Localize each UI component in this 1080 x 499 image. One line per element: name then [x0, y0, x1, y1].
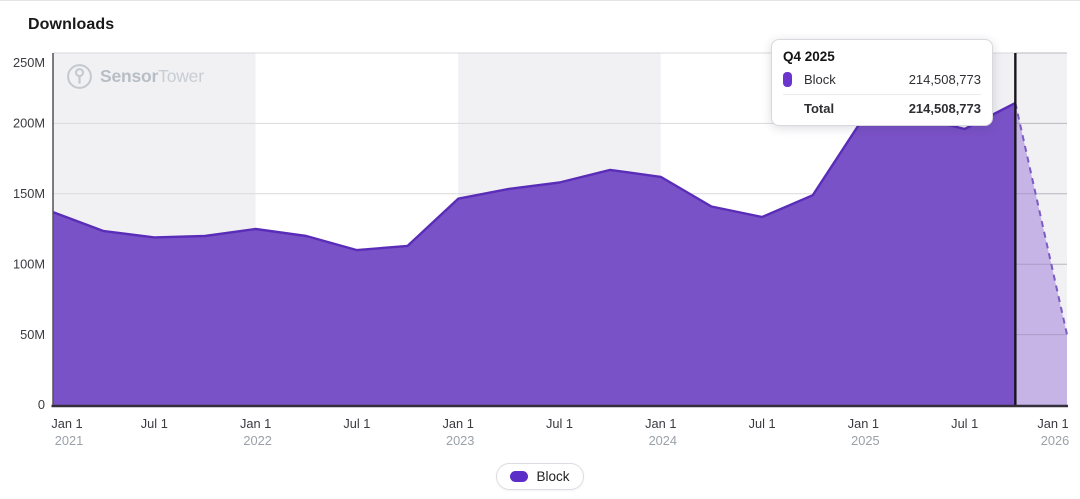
svg-text:100M: 100M [13, 256, 45, 271]
svg-text:2022: 2022 [243, 433, 271, 448]
svg-text:Jul 1: Jul 1 [141, 416, 168, 431]
svg-text:Jan 1: Jan 1 [240, 416, 271, 431]
tooltip-total-label: Total [804, 101, 835, 116]
legend-item-block[interactable]: Block [496, 463, 584, 490]
svg-text:2023: 2023 [446, 433, 474, 448]
tooltip-title: Q4 2025 [783, 49, 835, 64]
svg-text:Jul 1: Jul 1 [749, 416, 776, 431]
tooltip-total-value: 214,508,773 [908, 101, 981, 116]
svg-text:2021: 2021 [55, 433, 83, 448]
tooltip-series-label: Block [804, 72, 836, 87]
svg-text:Jan 1: Jan 1 [51, 416, 82, 431]
tooltip-series-row: Block 214,508,773 [783, 72, 981, 87]
chart-legend: Block [0, 463, 1080, 490]
svg-text:Jan 1: Jan 1 [1037, 416, 1068, 431]
svg-text:Jul 1: Jul 1 [546, 416, 573, 431]
svg-text:Jul 1: Jul 1 [343, 416, 370, 431]
tooltip-divider [783, 94, 981, 95]
svg-text:250M: 250M [13, 55, 45, 70]
chart-tooltip: Q4 2025 Block 214,508,773 Total 214,508,… [771, 39, 993, 126]
svg-text:0: 0 [38, 397, 45, 412]
tooltip-series-marker [783, 72, 792, 87]
block-series-marker [510, 471, 529, 482]
svg-text:200M: 200M [13, 116, 45, 131]
svg-text:Jan 1: Jan 1 [645, 416, 676, 431]
svg-text:2025: 2025 [851, 433, 879, 448]
svg-text:150M: 150M [13, 186, 45, 201]
svg-text:2024: 2024 [649, 433, 677, 448]
legend-item-label: Block [536, 469, 570, 484]
svg-text:Jan 1: Jan 1 [848, 416, 879, 431]
tooltip-total-row: Total 214,508,773 [783, 101, 981, 116]
svg-text:50M: 50M [20, 327, 45, 342]
page-title: Downloads [28, 16, 115, 33]
svg-text:Jul 1: Jul 1 [951, 416, 978, 431]
svg-text:2026: 2026 [1041, 433, 1069, 448]
tooltip-series-value: 214,508,773 [908, 72, 981, 87]
svg-text:Jan 1: Jan 1 [443, 416, 474, 431]
